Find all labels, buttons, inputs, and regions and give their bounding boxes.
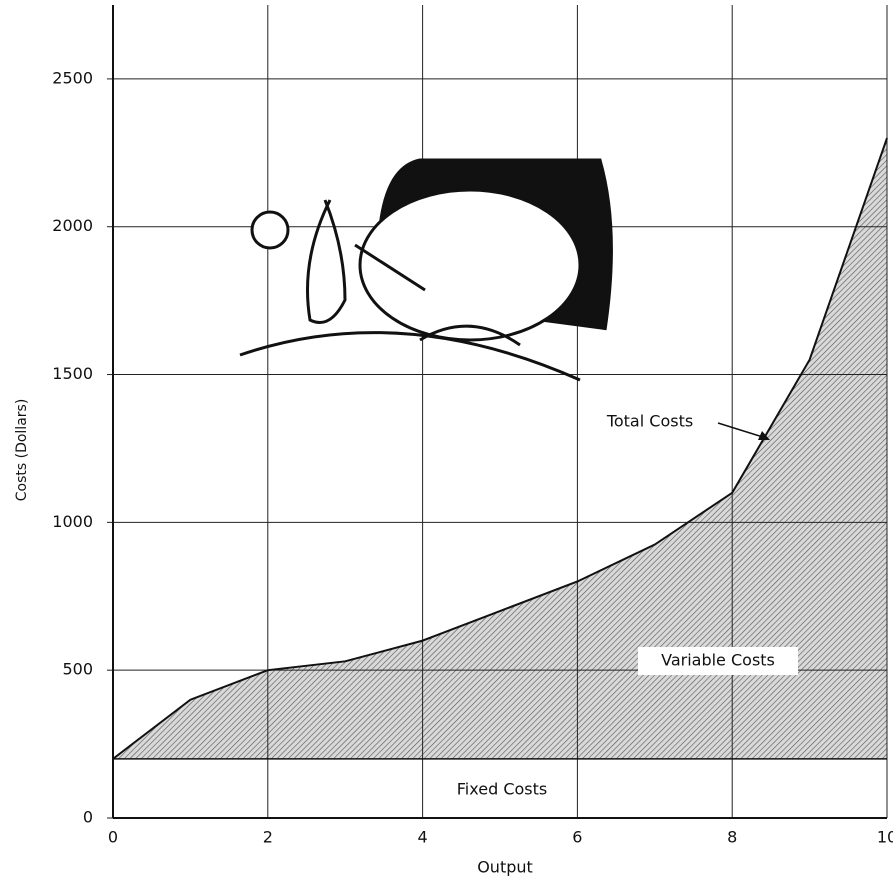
y-tick-label: 1000 — [52, 512, 93, 531]
y-tick-label: 1500 — [52, 364, 93, 383]
annotation: Variable Costs — [661, 651, 775, 670]
cartoon — [239, 158, 613, 382]
label-box — [638, 647, 798, 675]
x-tick-label: 4 — [418, 828, 428, 847]
variable-cost-area — [113, 138, 887, 759]
arrow-head — [758, 431, 770, 440]
x-tick-label: 0 — [108, 828, 118, 847]
x-tick-label: 2 — [263, 828, 273, 847]
annotation-arrow — [717, 422, 767, 439]
y-tick-label: 0 — [83, 808, 93, 827]
total-cost-line — [112, 137, 888, 760]
y-tick-label: 2500 — [52, 68, 93, 87]
annotation: Total Costs — [606, 412, 693, 431]
annotation: Fixed Costs — [457, 780, 547, 799]
y-tick-label: 500 — [62, 660, 93, 679]
x-tick-label: 8 — [727, 828, 737, 847]
y-tick-label: 2000 — [52, 216, 93, 235]
x-tick-label: 6 — [572, 828, 582, 847]
x-tick-label: 10 — [877, 828, 893, 847]
y-axis-label: Costs (Dollars) — [14, 399, 30, 502]
x-axis-label: Output — [477, 858, 533, 877]
